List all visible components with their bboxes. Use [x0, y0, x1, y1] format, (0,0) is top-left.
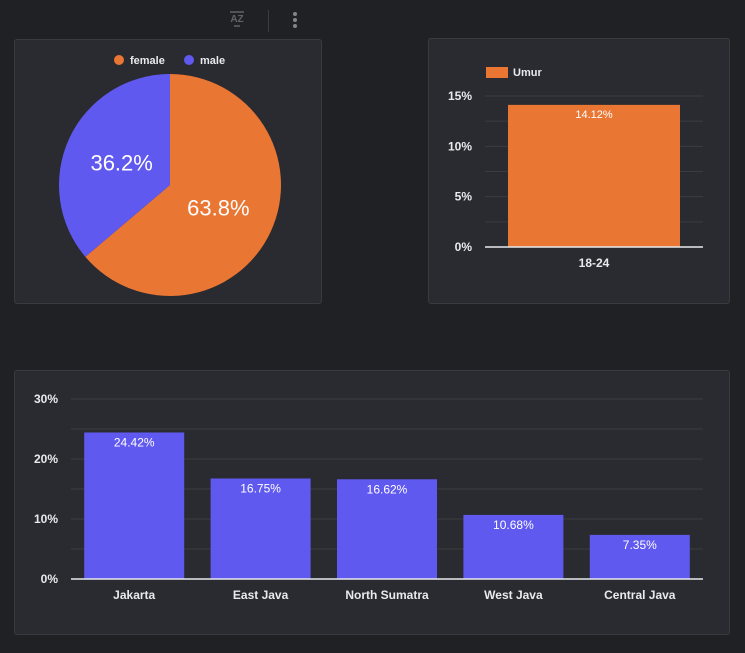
- y-tick-label: 5%: [455, 190, 473, 204]
- legend-label: Umur: [513, 67, 542, 79]
- bar-value-label: 16.75%: [240, 482, 281, 496]
- bar-jakarta: [84, 432, 185, 579]
- x-tick-label: East Java: [233, 588, 289, 602]
- bar-value-label: 10.68%: [493, 518, 534, 532]
- y-tick-label: 20%: [34, 452, 58, 466]
- legend-swatch-male: [184, 55, 194, 65]
- x-tick-label: Jakarta: [113, 588, 155, 602]
- more-vertical-icon[interactable]: [282, 8, 308, 34]
- y-tick-label: 30%: [34, 392, 58, 406]
- bar-central-java: [589, 534, 690, 579]
- y-tick-label: 10%: [448, 139, 472, 153]
- gender-pie-panel: 63.8% 36.2% female male: [14, 39, 322, 304]
- pie-value-label: 36.2%: [90, 151, 152, 176]
- svg-text:AZ: AZ: [230, 14, 243, 25]
- bar-north-sumatra: [337, 479, 437, 579]
- bar-west-java: [463, 514, 564, 579]
- bar-18-24: [508, 104, 680, 247]
- bar-value-label: 16.62%: [367, 482, 408, 496]
- bar-value-label: 14.12%: [575, 109, 613, 121]
- legend-label: female: [130, 55, 165, 67]
- pie-slice-male: [59, 74, 170, 257]
- bar-value-label: 24.42%: [114, 435, 155, 449]
- region-bar-chart: 0% 10% 20% 30% 24.42% Jakarta 16.75% East Java 1…: [34, 392, 703, 602]
- age-bar-panel: Umur 0% 5% 10% 15% 14.12% 18-24: [428, 38, 730, 304]
- toolbar-divider: [268, 10, 269, 32]
- legend-swatch-female: [114, 55, 124, 65]
- x-tick-label: West Java: [484, 588, 543, 602]
- y-tick-label: 0%: [455, 240, 473, 254]
- pie-value-label: 63.8%: [187, 195, 249, 220]
- x-tick-label: Central Java: [604, 588, 676, 602]
- region-bar-panel: 0% 10% 20% 30% 24.42% Jakarta 16.75% East Java 1…: [14, 370, 730, 635]
- sort-az-icon[interactable]: AZ: [224, 8, 250, 34]
- y-tick-label: 15%: [448, 89, 472, 103]
- x-tick-label: 18-24: [579, 256, 610, 270]
- y-tick-label: 0%: [41, 572, 59, 586]
- chart-toolbar: AZ: [222, 8, 312, 34]
- bar-value-label: 7.35%: [623, 538, 657, 552]
- bar-east-java: [210, 478, 311, 579]
- y-tick-label: 10%: [34, 512, 58, 526]
- x-tick-label: North Sumatra: [345, 588, 429, 602]
- legend-label: male: [200, 55, 225, 67]
- legend-swatch-umur: [486, 67, 508, 78]
- age-bar-chart: Umur 0% 5% 10% 15% 14.12% 18-24: [448, 67, 703, 270]
- gender-pie-chart: 63.8% 36.2% female male: [59, 55, 281, 296]
- pie-slice-female: [85, 74, 281, 296]
